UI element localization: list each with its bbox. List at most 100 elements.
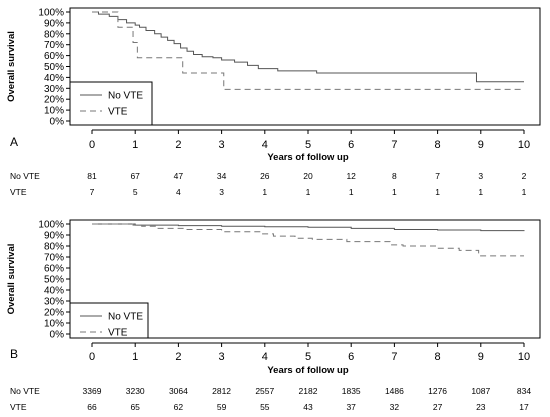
y-tick-label: 10% — [44, 106, 64, 117]
risk-count: 3230 — [126, 386, 145, 396]
x-tick-label: 10 — [518, 139, 530, 151]
risk-count: 3064 — [169, 386, 188, 396]
y-tick-label: 80% — [44, 242, 64, 253]
risk-row-label: VTE — [10, 187, 27, 197]
risk-count: 3369 — [83, 386, 102, 396]
series-line-no-vte — [92, 11, 524, 83]
risk-count: 834 — [517, 386, 531, 396]
y-tick-label: 40% — [44, 286, 64, 297]
y-tick-label: 20% — [44, 308, 64, 319]
x-tick-label: 8 — [435, 139, 441, 151]
x-tick-label: 3 — [219, 139, 225, 151]
x-tick-label: 10 — [518, 351, 530, 363]
y-tick-label: 30% — [44, 297, 64, 308]
y-tick-label: 10% — [44, 319, 64, 330]
risk-count: 1 — [522, 187, 527, 197]
risk-count: 1835 — [342, 386, 361, 396]
risk-count: 7 — [90, 187, 95, 197]
x-tick-label: 4 — [262, 139, 268, 151]
series-line-no-vte — [92, 223, 525, 232]
x-tick-label: 1 — [132, 139, 138, 151]
risk-count: 55 — [260, 402, 270, 412]
y-tick-label: 0% — [50, 330, 65, 341]
risk-count: 1087 — [471, 386, 490, 396]
risk-count: 66 — [87, 402, 97, 412]
y-tick-label: 50% — [44, 275, 64, 286]
risk-count: 23 — [476, 402, 486, 412]
risk-count: 8 — [392, 171, 397, 181]
risk-count: 20 — [303, 171, 313, 181]
risk-count: 26 — [260, 171, 270, 181]
legend-label: No VTE — [108, 312, 143, 323]
series-line-vte — [92, 11, 524, 90]
risk-count: 32 — [390, 402, 400, 412]
x-tick-label: 1 — [132, 351, 138, 363]
risk-count: 34 — [217, 171, 227, 181]
risk-count: 47 — [174, 171, 184, 181]
risk-count: 4 — [176, 187, 181, 197]
legend-label: VTE — [108, 107, 128, 118]
y-tick-label: 60% — [44, 51, 64, 62]
x-tick-label: 8 — [435, 351, 441, 363]
panel-label: A — [10, 135, 18, 149]
risk-count: 1 — [349, 187, 354, 197]
x-tick-label: 7 — [391, 351, 397, 363]
risk-count: 1276 — [428, 386, 447, 396]
risk-row-label: No VTE — [10, 171, 40, 181]
risk-count: 3 — [219, 187, 224, 197]
x-tick-label: 9 — [478, 139, 484, 151]
risk-count: 5 — [133, 187, 138, 197]
risk-count: 65 — [130, 402, 140, 412]
risk-count: 59 — [217, 402, 227, 412]
x-tick-label: 2 — [175, 139, 181, 151]
x-tick-label: 0 — [89, 351, 95, 363]
y-tick-label: 60% — [44, 264, 64, 275]
x-axis-title: Years of follow up — [267, 152, 348, 163]
y-axis-title: Overall survival — [6, 31, 17, 102]
y-tick-label: 90% — [44, 231, 64, 242]
risk-count: 1 — [306, 187, 311, 197]
x-tick-label: 7 — [391, 139, 397, 151]
risk-count: 1 — [392, 187, 397, 197]
risk-count: 62 — [174, 402, 184, 412]
x-tick-label: 9 — [478, 351, 484, 363]
x-tick-label: 6 — [348, 139, 354, 151]
x-tick-label: 5 — [305, 351, 311, 363]
legend-label: VTE — [108, 328, 128, 339]
y-tick-label: 40% — [44, 73, 64, 84]
risk-count: 1 — [435, 187, 440, 197]
series-line-vte — [92, 223, 524, 257]
x-tick-label: 5 — [305, 139, 311, 151]
y-tick-label: 50% — [44, 62, 64, 73]
risk-count: 37 — [346, 402, 356, 412]
risk-count: 67 — [130, 171, 140, 181]
legend-label: No VTE — [108, 91, 143, 102]
risk-count: 1486 — [385, 386, 404, 396]
risk-count: 43 — [303, 402, 313, 412]
risk-count: 2 — [522, 171, 527, 181]
panel-label: B — [10, 347, 18, 361]
risk-count: 7 — [435, 171, 440, 181]
risk-row-label: No VTE — [10, 386, 40, 396]
risk-count: 1 — [262, 187, 267, 197]
y-tick-label: 90% — [44, 18, 64, 29]
risk-count: 1 — [478, 187, 483, 197]
risk-count: 27 — [433, 402, 443, 412]
y-axis-title: Overall survival — [6, 244, 17, 315]
y-tick-label: 100% — [38, 8, 64, 19]
y-tick-label: 20% — [44, 95, 64, 106]
y-tick-label: 100% — [38, 220, 64, 231]
x-tick-label: 3 — [219, 351, 225, 363]
risk-count: 12 — [346, 171, 356, 181]
y-tick-label: 80% — [44, 29, 64, 40]
risk-row-label: VTE — [10, 402, 27, 412]
risk-count: 2182 — [299, 386, 318, 396]
risk-count: 81 — [87, 171, 97, 181]
x-tick-label: 6 — [348, 351, 354, 363]
risk-count: 17 — [519, 402, 529, 412]
legend-box — [69, 81, 153, 126]
x-tick-label: 0 — [89, 139, 95, 151]
risk-count: 2812 — [212, 386, 231, 396]
risk-count: 2557 — [255, 386, 274, 396]
